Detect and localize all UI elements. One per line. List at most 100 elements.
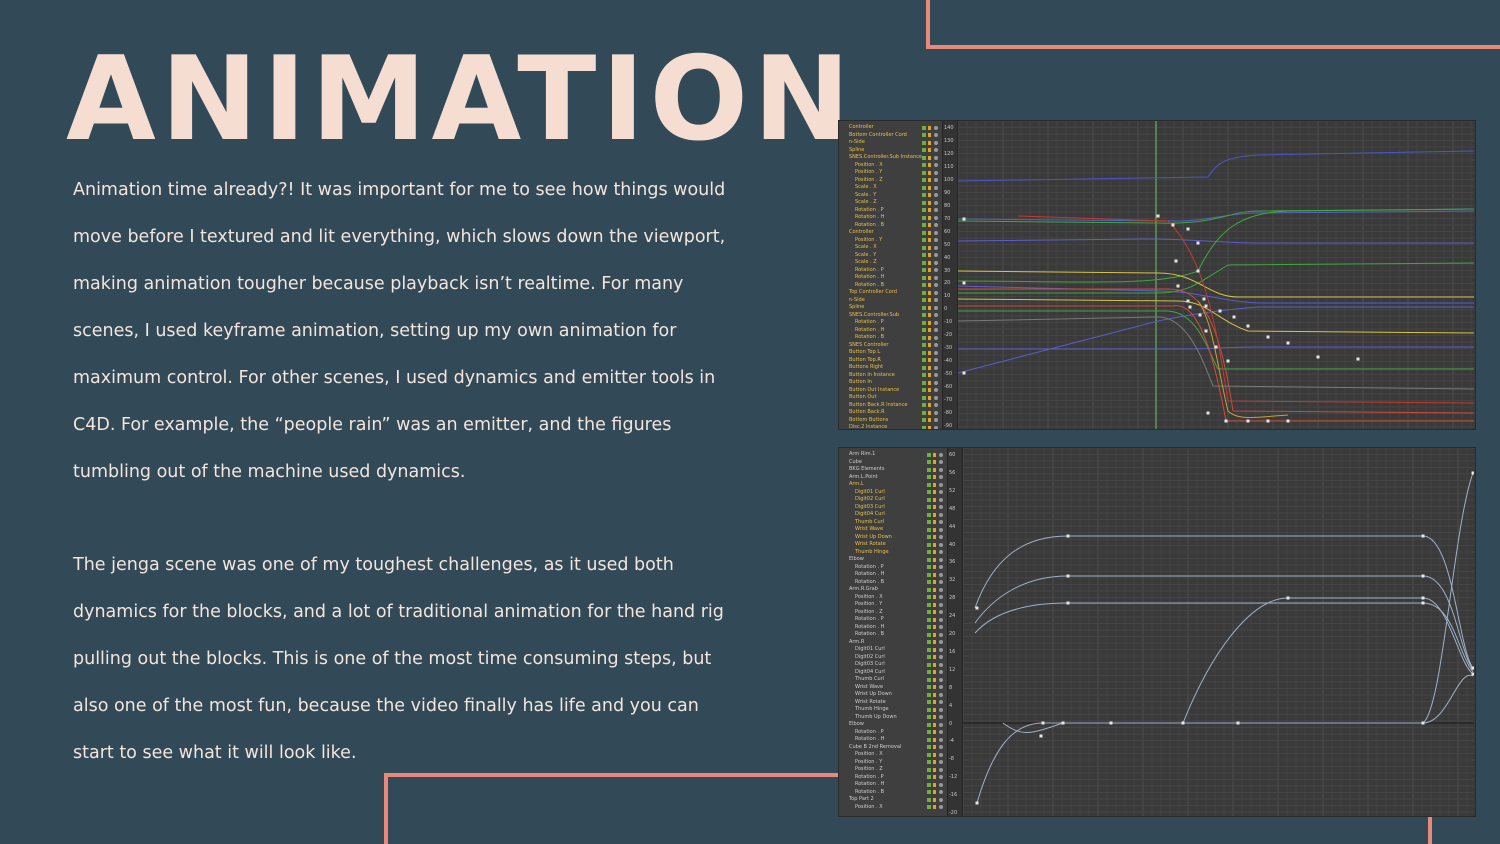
track-layer-icon[interactable] [933,715,936,719]
track-enable-icon[interactable] [922,425,926,429]
track-enable-icon[interactable] [927,587,931,592]
track-visibility-icon[interactable] [939,490,943,494]
track-enable-icon[interactable] [927,752,931,757]
track-enable-icon[interactable] [922,395,926,400]
track-visibility-icon[interactable] [934,215,938,220]
track-enable-icon[interactable] [922,245,926,250]
track-layer-icon[interactable] [928,268,931,272]
track-enable-icon[interactable] [922,313,926,317]
track-enable-icon[interactable] [927,737,931,742]
track-layer-icon[interactable] [933,565,936,569]
track-layer-icon[interactable] [928,380,931,385]
track-row[interactable]: Position . Z [839,609,947,617]
track-row[interactable]: Wrist Rotate [839,541,947,549]
track-enable-icon[interactable] [922,163,926,167]
track-row[interactable]: Digit03 Curl [839,661,947,669]
track-layer-icon[interactable] [928,238,931,242]
track-row[interactable]: Top Controller Cord [839,289,942,297]
track-row[interactable]: Position . Y [839,601,947,609]
track-enable-icon[interactable] [922,208,926,212]
track-visibility-icon[interactable] [939,707,943,712]
track-row[interactable]: Position . X [839,751,947,759]
track-row[interactable]: Wrist Wave [839,526,947,534]
track-visibility-icon[interactable] [939,497,943,502]
track-visibility-icon[interactable] [934,155,938,160]
track-layer-icon[interactable] [933,670,936,674]
track-row[interactable]: Rotation . H [839,214,942,222]
track-visibility-icon[interactable] [934,395,938,400]
track-layer-icon[interactable] [933,775,936,779]
track-visibility-icon[interactable] [939,475,943,479]
track-row[interactable]: Digit02 Curl [839,654,947,662]
track-visibility-icon[interactable] [939,617,943,622]
track-visibility-icon[interactable] [939,452,943,457]
track-enable-icon[interactable] [927,520,931,524]
track-row[interactable]: Scale . Z [839,199,942,207]
track-visibility-icon[interactable] [939,505,943,509]
track-visibility-icon[interactable] [939,460,943,464]
track-layer-icon[interactable] [928,185,931,190]
track-enable-icon[interactable] [922,155,926,160]
track-row[interactable]: Scale . X [839,244,942,252]
track-enable-icon[interactable] [927,550,931,554]
track-layer-icon[interactable] [928,410,931,415]
track-row[interactable]: Cube B 2nd Removal [839,744,947,752]
track-row[interactable]: Button Top.R [839,357,942,365]
track-row[interactable]: Wrist Up Down [839,691,947,699]
track-visibility-icon[interactable] [934,388,938,392]
track-enable-icon[interactable] [927,782,931,787]
track-layer-icon[interactable] [928,328,931,332]
track-row[interactable]: Scale . Y [839,192,942,200]
track-row[interactable]: Arm.R.Grab [839,586,947,594]
track-layer-icon[interactable] [928,350,931,355]
track-enable-icon[interactable] [927,602,931,607]
track-row[interactable]: Digit03 Curl [839,504,947,512]
track-enable-icon[interactable] [927,677,931,682]
track-enable-icon[interactable] [922,275,926,280]
track-enable-icon[interactable] [922,358,926,362]
track-enable-icon[interactable] [927,452,931,457]
track-enable-icon[interactable] [927,767,931,772]
track-layer-icon[interactable] [928,298,931,302]
track-layer-icon[interactable] [928,223,931,227]
track-enable-icon[interactable] [922,223,926,227]
track-visibility-icon[interactable] [934,133,938,137]
track-row[interactable]: Rotation . P [839,774,947,782]
track-visibility-icon[interactable] [939,557,943,562]
track-enable-icon[interactable] [922,125,926,130]
track-layer-icon[interactable] [933,722,936,727]
track-visibility-icon[interactable] [934,298,938,302]
track-visibility-icon[interactable] [939,482,943,487]
track-enable-icon[interactable] [922,320,926,325]
track-layer-icon[interactable] [928,418,931,422]
track-enable-icon[interactable] [927,722,931,727]
track-layer-icon[interactable] [933,505,936,509]
track-visibility-icon[interactable] [939,512,943,517]
track-layer-icon[interactable] [928,358,931,362]
track-row[interactable]: Scale . Z [839,259,942,267]
track-layer-icon[interactable] [933,692,936,697]
track-layer-icon[interactable] [933,625,936,629]
track-visibility-icon[interactable] [934,170,938,175]
track-row[interactable]: Arm.L.Point [839,474,947,482]
track-enable-icon[interactable] [922,185,926,190]
track-row[interactable]: Elbow [839,556,947,564]
track-row[interactable]: Digit02 Curl [839,496,947,504]
track-enable-icon[interactable] [927,700,931,704]
track-row[interactable]: Position . Y [839,169,942,177]
track-row[interactable]: Arm.R [839,639,947,647]
track-visibility-icon[interactable] [939,550,943,554]
track-visibility-icon[interactable] [934,238,938,242]
track-layer-icon[interactable] [933,557,936,562]
track-row[interactable]: Position . Z [839,766,947,774]
track-enable-icon[interactable] [922,178,926,182]
track-layer-icon[interactable] [928,215,931,220]
track-layer-icon[interactable] [933,595,936,599]
track-layer-icon[interactable] [933,497,936,502]
track-row[interactable]: Button Back.R Instance [839,402,942,410]
track-row[interactable]: Position . X [839,162,942,170]
track-row[interactable]: Buttons Right [839,364,942,372]
track-row[interactable]: Digit04 Curl [839,511,947,519]
track-row[interactable]: Thumb Hinge [839,706,947,714]
track-row[interactable]: Bottom Controller Cord [839,132,942,140]
